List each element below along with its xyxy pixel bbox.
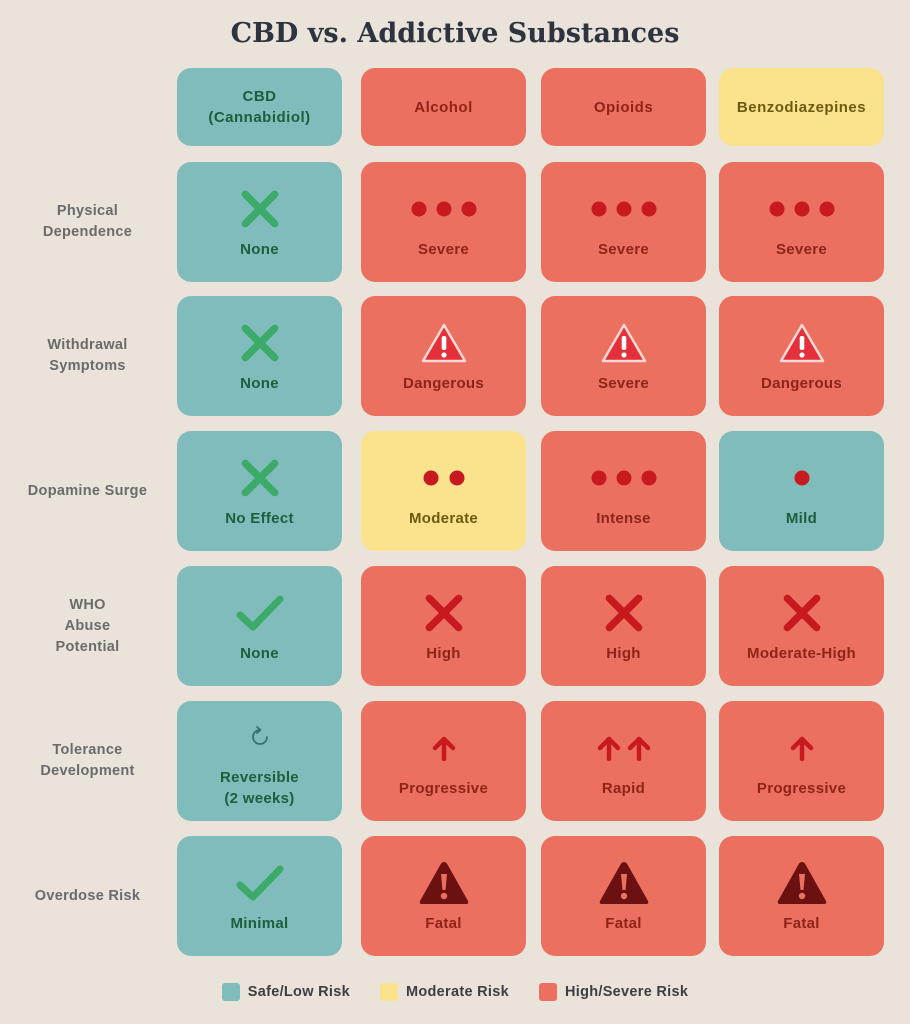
cell: None: [177, 162, 342, 282]
cell: None: [177, 566, 342, 686]
cell-label: Dangerous: [760, 374, 843, 392]
warning-icon: [420, 319, 468, 367]
cell-label: No Effect: [225, 509, 294, 527]
cell-label: Moderate-High: [747, 644, 856, 662]
row-label: Tolerance Development: [40, 742, 135, 779]
cell: Intense: [541, 431, 706, 551]
cell-label: Severe: [597, 374, 649, 392]
column-header-benzodiazepines: Benzodiazepines: [719, 68, 884, 146]
dots-1-icon: [793, 454, 811, 502]
chart-title: CBD vs. Addictive Substances: [230, 18, 680, 49]
check-icon: [236, 859, 284, 907]
cell: Moderate: [361, 431, 526, 551]
x-red-icon: [423, 589, 465, 637]
legend-item-high: High/Severe Risk: [538, 983, 689, 1001]
danger-icon: [417, 859, 471, 907]
cell-label: None: [240, 374, 279, 392]
cell-label: Fatal: [783, 914, 820, 932]
cell-label: Severe: [597, 240, 649, 258]
x-red-icon: [781, 589, 823, 637]
cell: Mild: [719, 431, 884, 551]
cell: Progressive: [719, 701, 884, 821]
cell: Fatal: [719, 836, 884, 956]
legend-label-moderate: Moderate Risk: [405, 984, 509, 1000]
x-icon: [239, 454, 281, 502]
cell: Progressive: [361, 701, 526, 821]
cell-label: Fatal: [605, 914, 642, 932]
cell-label: Reversible (2 weeks): [220, 769, 299, 807]
cell-label: Moderate: [408, 509, 479, 527]
refresh-icon: [248, 713, 272, 761]
cell: Dangerous: [361, 296, 526, 416]
legend-item-safe: Safe/Low Risk: [221, 983, 350, 1001]
row-label: Physical Dependence: [42, 203, 133, 240]
danger-icon: [597, 859, 651, 907]
cell-label: Dangerous: [402, 374, 485, 392]
cell: No Effect: [177, 431, 342, 551]
cell-label: None: [240, 644, 279, 662]
x-icon: [239, 185, 281, 233]
cell-label: Fatal: [425, 914, 462, 932]
arrow-up-icon: [789, 724, 815, 772]
legend-label-safe: Safe/Low Risk: [247, 984, 350, 1000]
row-label: Withdrawal Symptoms: [47, 337, 128, 374]
legend: Safe/Low Risk Moderate Risk High/Severe …: [0, 980, 910, 1004]
cell: Dangerous: [719, 296, 884, 416]
cell-label: Mild: [785, 509, 818, 527]
cell: Severe: [541, 162, 706, 282]
legend-swatch-high: [538, 983, 557, 1001]
cell: High: [361, 566, 526, 686]
cell: Severe: [541, 296, 706, 416]
row-label: Overdose Risk: [34, 887, 141, 904]
column-header-opioids: Opioids: [541, 68, 706, 146]
dots-3-icon: [590, 454, 658, 502]
cell: Severe: [361, 162, 526, 282]
cell: Minimal: [177, 836, 342, 956]
warning-icon: [778, 319, 826, 367]
arrows-up-2-icon: [596, 724, 652, 772]
legend-swatch-safe: [221, 983, 240, 1001]
dots-3-icon: [410, 185, 478, 233]
cell: Rapid: [541, 701, 706, 821]
cell: Severe: [719, 162, 884, 282]
cell-label: Progressive: [756, 779, 847, 797]
cell: High: [541, 566, 706, 686]
row-label: WHO Abuse Potential: [55, 596, 120, 655]
cell: Fatal: [541, 836, 706, 956]
cell-label: High: [606, 644, 641, 662]
dots-3-icon: [590, 185, 658, 233]
row-label: Dopamine Surge: [27, 482, 148, 499]
arrow-up-icon: [431, 724, 457, 772]
check-icon: [236, 589, 284, 637]
warning-icon: [600, 319, 648, 367]
cell-label: Progressive: [398, 779, 489, 797]
cell-label: None: [240, 240, 279, 258]
cell: Reversible (2 weeks): [177, 701, 342, 821]
cell-label: Rapid: [601, 779, 646, 797]
cell: None: [177, 296, 342, 416]
cell-label: Severe: [417, 240, 469, 258]
cell-label: Intense: [596, 509, 651, 527]
dots-2-icon: [422, 454, 466, 502]
legend-label-high: High/Severe Risk: [564, 984, 689, 1000]
cell-label: Severe: [775, 240, 827, 258]
cell: Fatal: [361, 836, 526, 956]
column-header-alcohol: Alcohol: [361, 68, 526, 146]
cell: Moderate-High: [719, 566, 884, 686]
dots-3-icon: [768, 185, 836, 233]
x-red-icon: [603, 589, 645, 637]
cell-label: Minimal: [230, 914, 289, 932]
cell-label: High: [426, 644, 461, 662]
legend-swatch-moderate: [379, 983, 398, 1001]
x-icon: [239, 319, 281, 367]
legend-item-moderate: Moderate Risk: [379, 983, 509, 1001]
danger-icon: [775, 859, 829, 907]
column-header-cbd: CBD (Cannabidiol): [177, 68, 342, 146]
